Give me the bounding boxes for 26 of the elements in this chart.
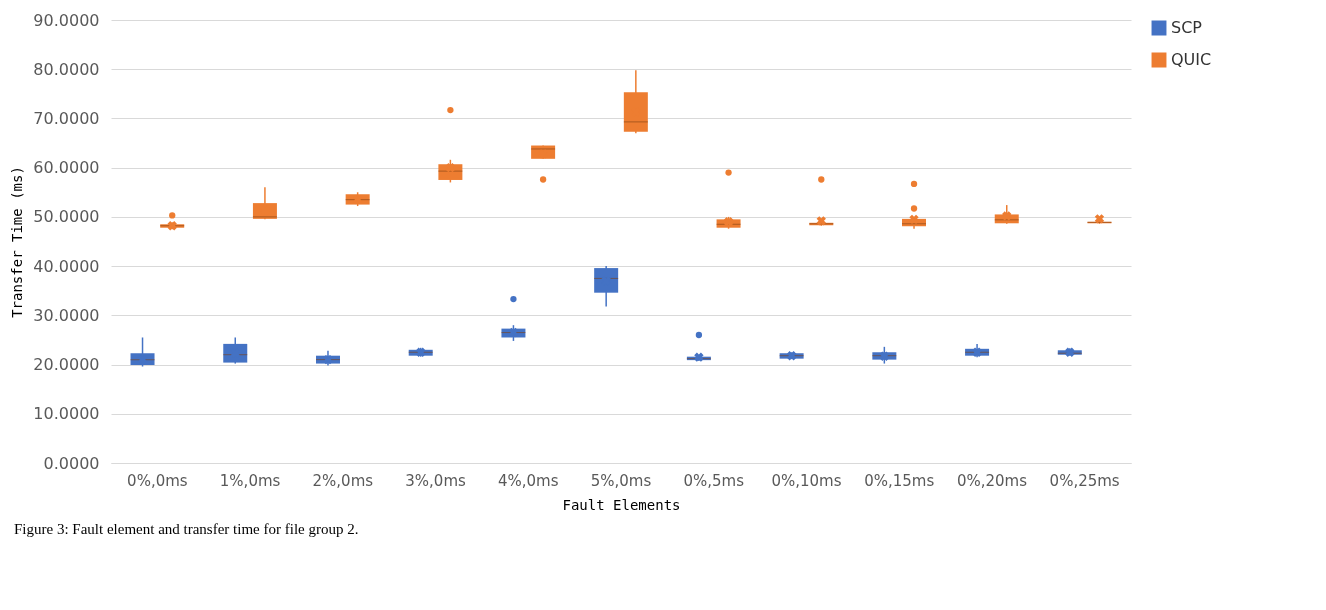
x-tick-label: 0%,20ms xyxy=(956,471,1028,490)
legend-label: QUIC xyxy=(1171,50,1212,69)
caption: Figure 3: Fault element and transfer time for file group 2. xyxy=(14,521,360,538)
x-tick-label: 5%,0ms xyxy=(590,471,652,490)
legend-label: SCP xyxy=(1171,18,1203,37)
y-tick-label: 60.0000 xyxy=(33,158,100,178)
x-tick-label: 0%,5ms xyxy=(683,471,745,490)
x-tick-label: 2%,0ms xyxy=(312,471,374,490)
x-tick-label: 4%,0ms xyxy=(498,471,559,490)
x-tick-label: 0%,25ms xyxy=(1049,471,1120,490)
y-tick-label: 80.0000 xyxy=(33,59,100,79)
y-tick-label: 50.0000 xyxy=(33,207,100,227)
y-tick-label: 70.0000 xyxy=(33,108,100,128)
y-tick-label: 10.0000 xyxy=(33,404,100,424)
y-tick-label: 30.0000 xyxy=(33,305,100,325)
x-tick-label: 0%,0ms xyxy=(127,471,188,490)
x-axis-title: Fault Elements xyxy=(562,496,681,513)
y-axis-title: Transfer Time (ms) xyxy=(9,166,26,318)
y-tick-label: 90.0000 xyxy=(33,10,100,30)
y-tick-label: 40.0000 xyxy=(33,256,100,276)
x-tick-label: 1%,0ms xyxy=(219,471,281,490)
y-tick-label: 20.0000 xyxy=(33,355,100,375)
x-tick-label: 0%,15ms xyxy=(864,471,935,490)
y-tick-label: 0.0000 xyxy=(43,453,100,473)
x-tick-label: 3%,0ms xyxy=(405,471,466,490)
x-tick-label: 0%,10ms xyxy=(771,471,842,490)
